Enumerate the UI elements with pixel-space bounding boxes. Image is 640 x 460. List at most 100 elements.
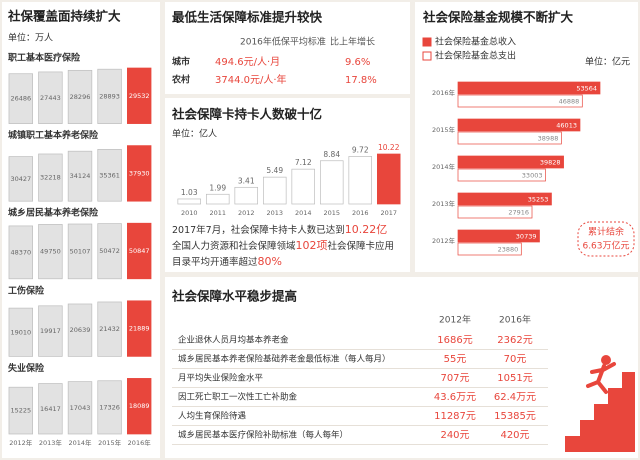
cell: 3744.0元/人·年 bbox=[215, 73, 287, 86]
bar bbox=[8, 307, 33, 357]
bar bbox=[127, 222, 152, 280]
panel bbox=[165, 277, 638, 458]
bar bbox=[38, 383, 63, 435]
figure-body bbox=[586, 362, 616, 394]
bar bbox=[177, 198, 202, 205]
value-label: 1.03 bbox=[181, 188, 198, 197]
unit-label: 单位：万人 bbox=[8, 32, 53, 44]
category-label: 2015年 bbox=[98, 438, 122, 447]
stairs bbox=[565, 372, 635, 452]
bar bbox=[127, 145, 152, 202]
unit-label: 单位：亿元 bbox=[585, 56, 630, 68]
category-label: 2013年 bbox=[432, 199, 456, 208]
category-label: 2016年 bbox=[432, 88, 456, 97]
cell: 11287元 bbox=[434, 411, 476, 422]
legend-swatch bbox=[422, 51, 432, 61]
bar bbox=[38, 224, 63, 280]
group-title: 职工基本医疗保险 bbox=[8, 52, 81, 64]
note-text: 80% bbox=[258, 255, 282, 268]
category-label: 2013年 bbox=[39, 438, 63, 447]
value-label: 5.49 bbox=[266, 166, 283, 175]
bar bbox=[348, 156, 373, 205]
unit-label: 单位：亿人 bbox=[172, 128, 217, 140]
value-label: 9.72 bbox=[352, 145, 369, 154]
legend-swatch bbox=[422, 37, 432, 47]
category-label: 2014年 bbox=[68, 438, 92, 447]
value-label: 19010 bbox=[10, 328, 31, 336]
bar bbox=[67, 150, 93, 202]
cell: 2362元 bbox=[497, 335, 532, 346]
value-label: 19917 bbox=[40, 327, 61, 335]
row-label: 城市 bbox=[172, 56, 190, 68]
chart-title: 社会保险基金规模不断扩大 bbox=[422, 10, 574, 25]
table-header: 比上年增长 bbox=[330, 36, 375, 48]
category-label: 2012年 bbox=[432, 236, 456, 245]
note-text: 102项 bbox=[296, 239, 328, 252]
group-title: 城乡居民基本养老保险 bbox=[8, 207, 99, 219]
bar bbox=[67, 223, 93, 280]
bar bbox=[206, 193, 230, 205]
value-label: 33003 bbox=[522, 172, 543, 180]
category-label: 2010 bbox=[181, 209, 198, 217]
note-text: 2017年7月，社会保障卡持卡人数已达到 bbox=[172, 224, 345, 236]
value-label: 30739 bbox=[516, 233, 537, 241]
value-label: 30427 bbox=[10, 175, 31, 183]
bar bbox=[67, 381, 93, 435]
value-label: 39828 bbox=[540, 159, 561, 167]
bar bbox=[97, 380, 122, 435]
bar bbox=[127, 67, 152, 124]
bar bbox=[377, 153, 401, 205]
stairs-icon bbox=[565, 355, 635, 452]
bar bbox=[457, 155, 564, 169]
cell: 55元 bbox=[444, 354, 467, 365]
value-label: 28893 bbox=[99, 92, 120, 100]
bar bbox=[457, 94, 583, 108]
cell: 494.6元/人·月 bbox=[215, 56, 280, 68]
note-text: 全国人力资源和社会保障领域 bbox=[172, 240, 296, 252]
bar bbox=[67, 303, 93, 357]
cell: 1686元 bbox=[437, 335, 472, 346]
value-label: 17043 bbox=[70, 404, 91, 412]
category-label: 2013 bbox=[266, 209, 283, 217]
cell: 62.4万元 bbox=[494, 392, 536, 403]
category-label: 2011 bbox=[209, 209, 226, 217]
row-label: 企业退休人员月均基本养老金 bbox=[178, 335, 289, 346]
value-label: 15225 bbox=[10, 407, 31, 415]
figure-head bbox=[601, 355, 611, 365]
table-header: 2012年 bbox=[439, 314, 471, 326]
value-label: 37930 bbox=[129, 169, 150, 177]
value-label: 27916 bbox=[508, 209, 529, 217]
bar bbox=[8, 386, 33, 435]
value-label: 46888 bbox=[559, 98, 580, 106]
bar bbox=[263, 176, 287, 205]
annotation-frame bbox=[577, 221, 635, 257]
value-label: 21432 bbox=[99, 325, 120, 333]
chart-title: 社会保障卡持卡人数破十亿 bbox=[171, 107, 322, 122]
bar bbox=[457, 168, 546, 182]
bar bbox=[38, 71, 63, 124]
panel bbox=[165, 2, 410, 94]
bar bbox=[38, 153, 63, 202]
bar bbox=[127, 378, 152, 435]
value-label: 23880 bbox=[498, 246, 519, 254]
category-label: 2016年 bbox=[128, 438, 152, 447]
note-line: 2017年7月，社会保障卡持卡人数已达到10.22亿 bbox=[172, 223, 387, 236]
value-label: 8.84 bbox=[323, 150, 340, 159]
value-label: 50847 bbox=[129, 247, 150, 255]
category-label: 2017 bbox=[380, 209, 397, 217]
value-label: 48370 bbox=[10, 248, 31, 256]
annotation: 6.63万亿元 bbox=[582, 240, 629, 252]
value-label: 53564 bbox=[576, 85, 597, 93]
group-title: 工伤保险 bbox=[8, 284, 45, 296]
value-label: 49750 bbox=[40, 248, 61, 256]
bar bbox=[8, 73, 33, 124]
chart-title: 社保覆盖面持续扩大 bbox=[7, 9, 121, 24]
value-label: 35361 bbox=[99, 171, 120, 179]
table-header: 2016年低保平均标准 bbox=[240, 36, 326, 48]
bar bbox=[457, 192, 552, 206]
note-text: 目录平均开通率超过 bbox=[172, 256, 258, 268]
value-label: 21889 bbox=[129, 325, 150, 333]
bar bbox=[291, 168, 316, 205]
cell: 15385元 bbox=[494, 411, 536, 422]
